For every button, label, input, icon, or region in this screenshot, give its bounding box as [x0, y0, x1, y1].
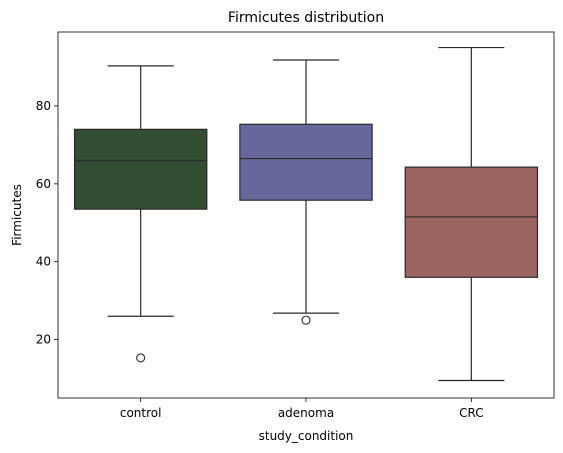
- box-adenoma: [239, 59, 373, 325]
- iqr-box: [239, 123, 373, 201]
- x-tick-label: CRC: [459, 406, 484, 420]
- iqr-box: [73, 128, 208, 210]
- outlier-point: [136, 353, 146, 363]
- box-CRC: [404, 46, 539, 382]
- iqr-box: [404, 166, 539, 278]
- x-tick-label: adenoma: [278, 406, 334, 420]
- plot-content: [73, 46, 539, 382]
- y-tick-label: 20: [36, 333, 51, 347]
- y-tick-label: 60: [36, 177, 51, 191]
- chart-title: Firmicutes distribution: [228, 10, 384, 26]
- y-axis-label: Firmicutes: [10, 184, 24, 246]
- y-tick-label: 80: [36, 99, 51, 113]
- y-tick-label: 40: [36, 255, 51, 269]
- axis-ticks: control adenoma CRC 20 40 60 80: [36, 99, 484, 420]
- x-tick-label: control: [120, 406, 162, 420]
- outlier-point: [301, 315, 311, 325]
- box-control: [73, 65, 208, 363]
- x-axis-label: study_condition: [259, 429, 354, 443]
